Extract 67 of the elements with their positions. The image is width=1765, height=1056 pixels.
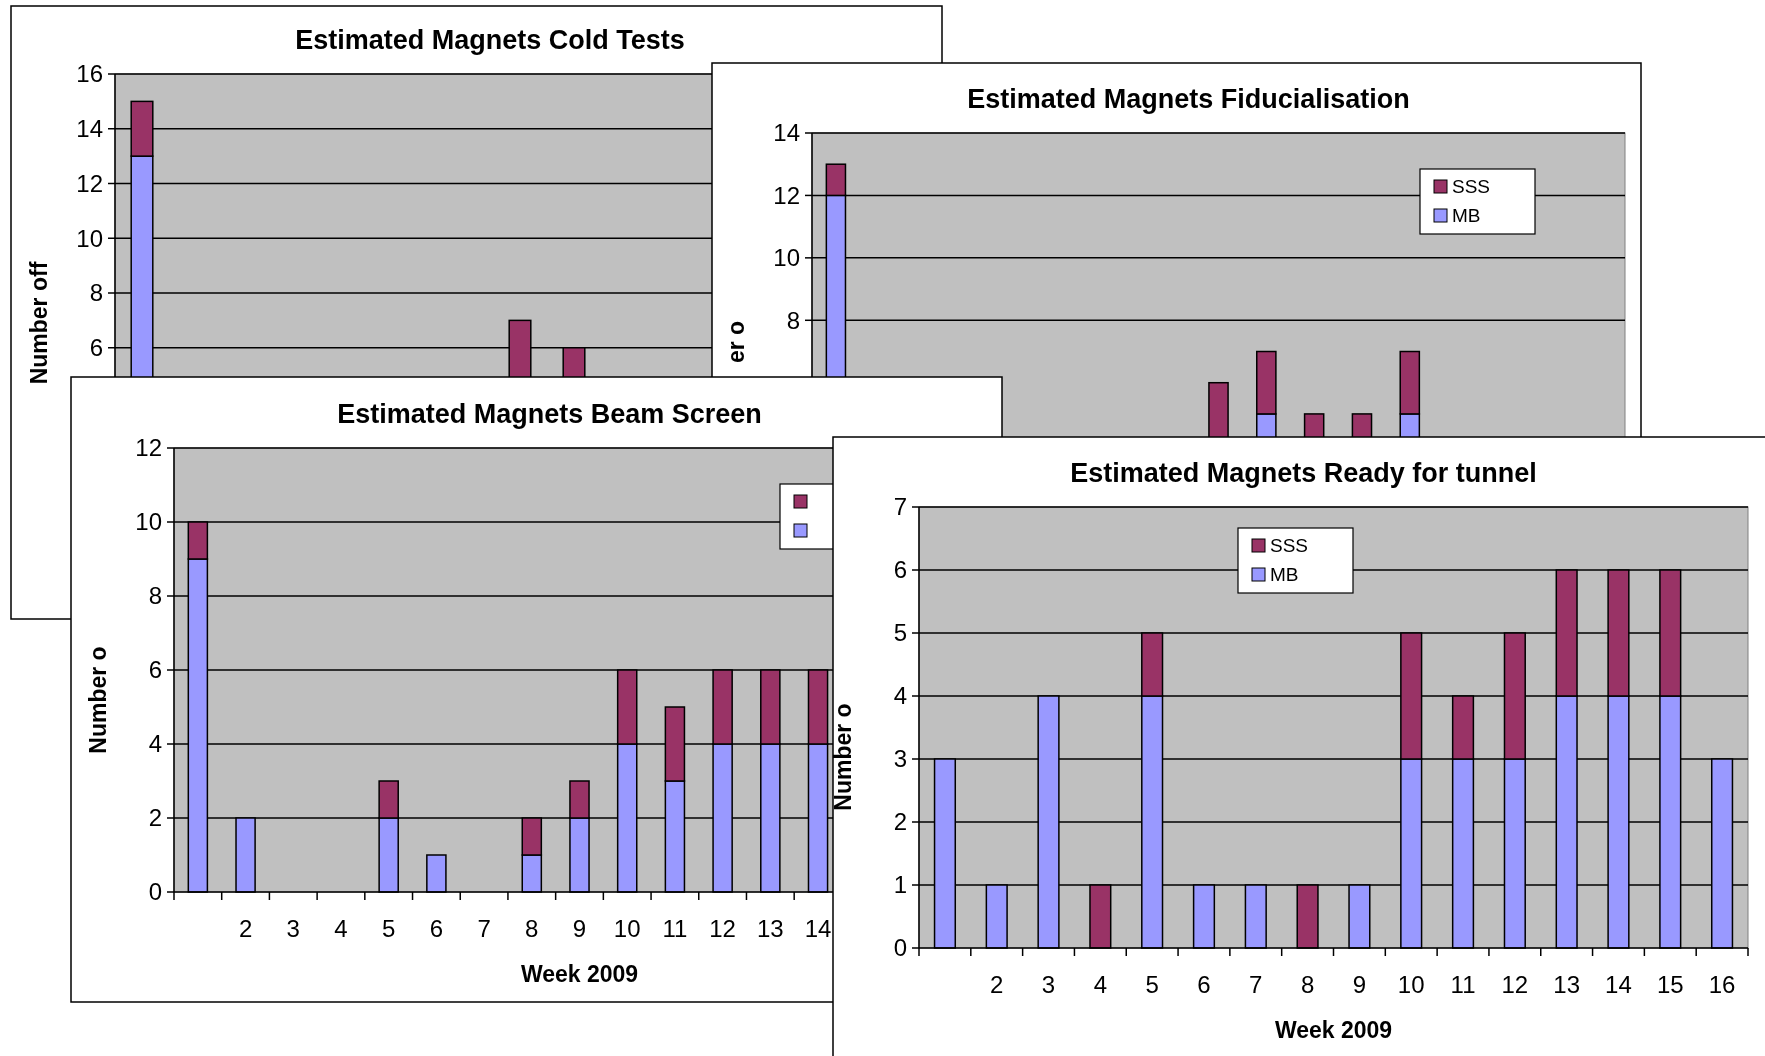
- x-tick-label: 11: [662, 915, 688, 942]
- y-tick-label: 8: [786, 306, 800, 334]
- x-tick-label: 10: [613, 915, 641, 942]
- y-tick-label: 12: [135, 434, 162, 462]
- y-tick-label: 3: [893, 745, 907, 773]
- x-tick-label: 8: [525, 915, 539, 942]
- y-tick-label: 2: [148, 804, 162, 832]
- y-tick-label: 1: [893, 871, 907, 899]
- y-tick-label: 10: [773, 244, 800, 272]
- y-tick-label: 10: [135, 508, 162, 536]
- x-tick-label: 6: [1197, 971, 1211, 998]
- x-tick-label: 3: [1041, 971, 1056, 998]
- y-tick-label: 12: [76, 169, 103, 197]
- x-tick-label: 14: [804, 915, 832, 942]
- y-tick-label: 6: [893, 556, 907, 584]
- x-tick-label: 13: [756, 915, 784, 942]
- x-tick-label: 9: [572, 915, 587, 942]
- y-tick-label: 2: [893, 808, 907, 836]
- x-axis-title: Week 2009: [520, 961, 639, 987]
- legend-label: SSS: [1270, 535, 1309, 556]
- x-tick-label: 7: [1249, 971, 1263, 998]
- y-tick-label: 7: [893, 493, 907, 521]
- chart-title: Estimated Magnets Cold Tests: [295, 25, 685, 55]
- x-tick-label: 10: [1397, 971, 1425, 998]
- legend-label: MB: [1270, 564, 1299, 585]
- y-tick-label: 16: [76, 60, 103, 88]
- legend-label: SSS: [1452, 176, 1491, 197]
- chart-title: Estimated Magnets Ready for tunnel: [1070, 458, 1537, 488]
- x-tick-label: 2: [990, 971, 1004, 998]
- x-tick-label: 3: [286, 915, 300, 942]
- y-axis-title: Number o: [830, 703, 856, 811]
- x-tick-label: 15: [1656, 971, 1684, 998]
- x-tick-label: 6: [429, 915, 444, 942]
- x-tick-label: 5: [382, 915, 396, 942]
- y-tick-label: 6: [89, 334, 103, 362]
- x-tick-label: 8: [1300, 971, 1315, 998]
- x-tick-label: 14: [1605, 971, 1632, 998]
- x-tick-label: 12: [1501, 971, 1529, 998]
- chart-title: Estimated Magnets Beam Screen: [337, 399, 762, 429]
- y-tick-label: 8: [89, 279, 103, 307]
- y-tick-label: 8: [148, 582, 162, 610]
- x-tick-label: 5: [1145, 971, 1159, 998]
- chart-title: Estimated Magnets Fiducialisation: [967, 84, 1410, 114]
- x-tick-label: 13: [1553, 971, 1581, 998]
- y-tick-label: 12: [773, 181, 800, 209]
- x-tick-label: 16: [1708, 971, 1736, 998]
- y-tick-label: 4: [148, 730, 162, 758]
- y-tick-label: 5: [893, 619, 907, 647]
- y-tick-label: 0: [893, 934, 907, 962]
- y-tick-label: 0: [148, 878, 162, 906]
- x-tick-label: 9: [1352, 971, 1367, 998]
- y-tick-label: 4: [893, 682, 907, 710]
- x-tick-label: 11: [1450, 971, 1476, 998]
- x-tick-label: 4: [334, 915, 348, 942]
- x-tick-label: 7: [477, 915, 491, 942]
- x-axis-title: Week 2009: [1274, 1017, 1393, 1043]
- x-tick-label: 12: [709, 915, 736, 942]
- y-tick-label: 14: [773, 119, 800, 147]
- y-tick-label: 10: [76, 224, 103, 252]
- y-tick-label: 6: [148, 656, 162, 684]
- y-axis-title: Number off: [26, 261, 52, 385]
- y-axis-title: er o: [723, 320, 749, 364]
- y-tick-label: 14: [76, 115, 103, 143]
- y-axis-title: Number o: [85, 646, 111, 754]
- x-tick-label: 4: [1093, 971, 1108, 998]
- legend-label: MB: [1452, 205, 1481, 226]
- x-tick-label: 2: [238, 915, 253, 942]
